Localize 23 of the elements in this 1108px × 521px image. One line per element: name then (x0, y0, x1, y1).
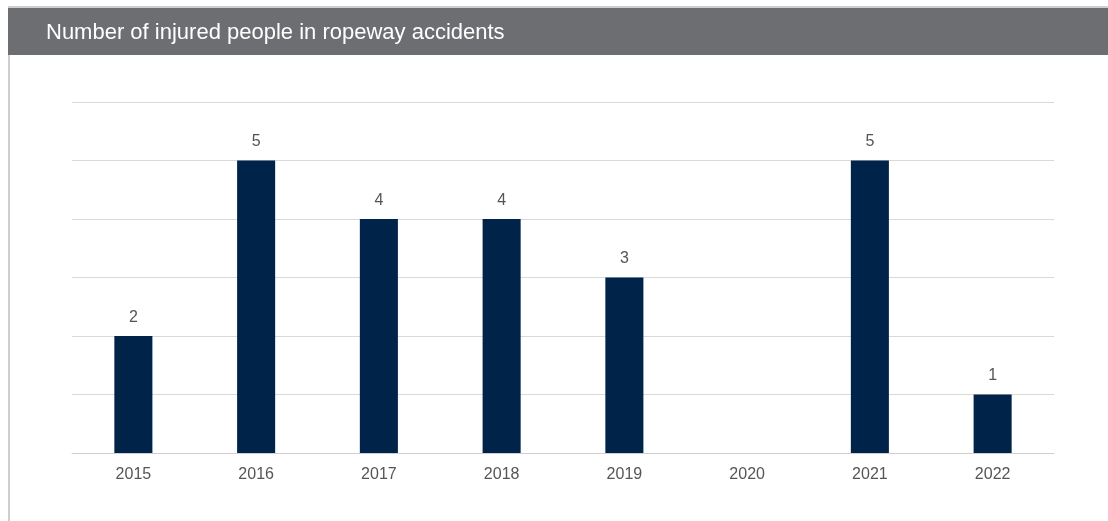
x-tick-label: 2022 (974, 464, 1011, 482)
data-label: 5 (251, 132, 261, 149)
data-label: 2 (128, 307, 138, 325)
x-tick-label: 2015 (115, 464, 152, 482)
data-label: 3 (619, 249, 629, 266)
x-tick-label: 2016 (238, 464, 275, 482)
x-tick-label: 2019 (606, 464, 643, 482)
bar (482, 219, 521, 453)
bar (605, 277, 644, 453)
data-label: 1 (988, 366, 998, 383)
x-tick-label: 2020 (729, 464, 766, 482)
data-label: 5 (865, 132, 875, 149)
data-label: 4 (497, 190, 507, 208)
bar (850, 160, 889, 453)
bar (973, 394, 1012, 453)
x-tick-label: 2018 (483, 464, 520, 482)
bar (237, 160, 276, 453)
chart-title: Number of injured people in ropeway accidents (8, 8, 1108, 55)
bar (359, 219, 398, 453)
data-label: 4 (374, 190, 384, 208)
x-tick-label: 2021 (852, 464, 888, 482)
x-tick-label: 2017 (361, 464, 397, 482)
bar (114, 336, 153, 453)
